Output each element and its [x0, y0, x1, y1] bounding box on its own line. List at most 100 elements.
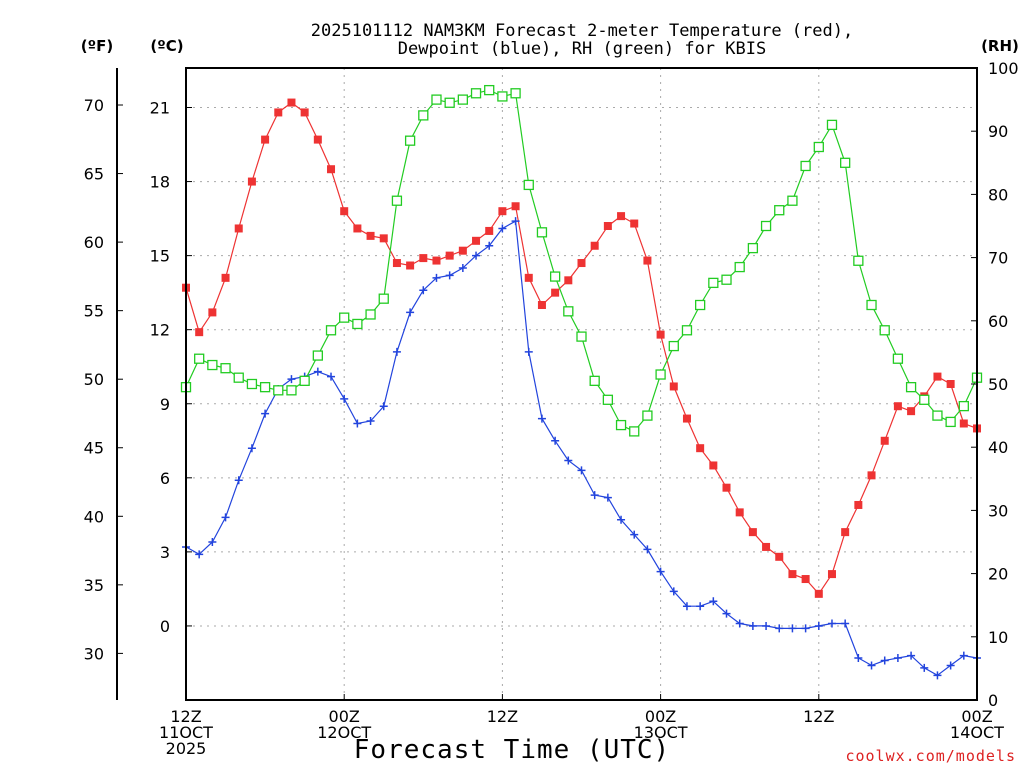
dewpoint-point	[748, 621, 757, 630]
dewpoint-point	[340, 394, 349, 403]
fahrenheit-tick-label: 35	[84, 576, 104, 595]
celsius-tick-label: 9	[160, 395, 170, 414]
dewpoint-point	[893, 654, 902, 663]
temperature-point	[748, 528, 757, 537]
rh-point	[457, 94, 469, 105]
temperature-point	[617, 212, 626, 221]
dewpoint-point	[511, 217, 520, 226]
temperature-point	[827, 570, 836, 579]
dewpoint-point	[208, 538, 217, 546]
dewpoint-point	[379, 402, 388, 411]
dewpoint-point	[959, 651, 968, 660]
temperature-point	[498, 207, 507, 216]
rh-point	[958, 400, 969, 412]
fahrenheit-tick-label: 40	[84, 507, 104, 526]
rh-point	[497, 91, 508, 102]
dewpoint-point	[472, 251, 481, 260]
dewpoint-point	[287, 375, 296, 384]
rh-point	[470, 88, 482, 99]
time-tick-label: 14OCT	[950, 723, 1004, 742]
temperature-point	[208, 308, 217, 317]
temperature-point	[603, 222, 612, 230]
rh-point	[246, 378, 258, 390]
celsius-tick-label: 3	[160, 543, 170, 562]
rh-point	[905, 382, 917, 393]
rh-tick-label: 70	[988, 249, 1008, 268]
temperature-point	[696, 444, 705, 453]
temperature-point	[735, 508, 744, 517]
dewpoint-point	[630, 530, 639, 539]
rh-point	[418, 110, 429, 121]
rh-point	[945, 416, 956, 428]
time-tick-label: 12Z	[487, 707, 518, 726]
dewpoint-point	[353, 419, 362, 428]
rh-point	[233, 372, 244, 383]
dewpoint-point	[234, 476, 243, 485]
rh-point	[866, 299, 877, 311]
rh-tick-label: 0	[988, 691, 998, 710]
rh-point	[523, 179, 534, 191]
fahrenheit-tick-label: 55	[84, 302, 104, 321]
dewpoint-point	[537, 414, 546, 423]
dewpoint-point	[854, 654, 863, 663]
rh-point	[286, 385, 297, 396]
temperature-point	[893, 402, 902, 411]
rh-point	[391, 195, 403, 206]
fahrenheit-tick-label: 45	[84, 439, 104, 458]
temperature-point	[788, 570, 797, 579]
temperature-point	[445, 251, 454, 260]
dewpoint-point	[524, 347, 533, 356]
dewpoint-point	[221, 513, 230, 522]
chart-title-line-1: 2025101112 NAM3KM Forecast 2-meter Tempe…	[311, 21, 853, 41]
temperature-point	[419, 254, 428, 263]
credit-text: coolwx.com/models	[845, 747, 1016, 765]
temperature-point	[392, 259, 401, 268]
rh-tick-label: 50	[988, 375, 1008, 394]
dewpoint-point	[261, 409, 270, 418]
plot-background	[186, 68, 977, 700]
chart-title-line-2: Dewpoint (blue), RH (green) for KBIS	[398, 39, 766, 59]
rh-point	[602, 394, 614, 405]
dewpoint-point	[603, 493, 612, 502]
temperature-point	[524, 273, 533, 282]
dewpoint-point	[762, 621, 771, 630]
temperature-point	[709, 461, 718, 470]
temperature-point	[472, 236, 481, 245]
rh-point	[273, 385, 284, 396]
rh-point	[932, 410, 943, 421]
temperature-point	[287, 98, 296, 107]
rh-point	[879, 325, 890, 336]
dewpoint-point	[406, 308, 415, 317]
celsius-tick-label: 15	[150, 247, 170, 266]
fahrenheit-tick-label: 30	[84, 644, 104, 663]
temperature-point	[432, 256, 441, 265]
rh-point	[431, 94, 442, 105]
dewpoint-point	[669, 587, 678, 596]
temperature-point	[669, 382, 678, 391]
rh-point	[299, 375, 310, 386]
rh-point	[312, 350, 323, 361]
dewpoint-point	[551, 436, 560, 445]
rh-point	[576, 331, 587, 342]
temperature-point	[722, 483, 731, 492]
rh-point	[536, 227, 548, 238]
rh-point	[760, 220, 772, 232]
temperature-point	[907, 407, 916, 416]
rh-point	[668, 340, 679, 352]
rh-point	[629, 426, 640, 437]
dewpoint-point	[195, 550, 204, 559]
rh-point	[721, 274, 732, 285]
rh-point	[549, 271, 561, 282]
rh-point	[813, 141, 824, 153]
rh-point	[774, 205, 785, 216]
time-tick-label: 11OCT	[159, 723, 213, 742]
rh-tick-label: 40	[988, 438, 1008, 457]
dewpoint-point	[432, 273, 441, 282]
series-layer	[180, 84, 983, 680]
rh-unit-label: (RH)	[981, 37, 1019, 55]
dewpoint-point	[788, 624, 797, 633]
temperature-point	[261, 135, 270, 144]
rh-tick-label: 30	[988, 501, 1008, 520]
temperature-point	[406, 261, 415, 270]
temperature-point	[300, 108, 309, 117]
